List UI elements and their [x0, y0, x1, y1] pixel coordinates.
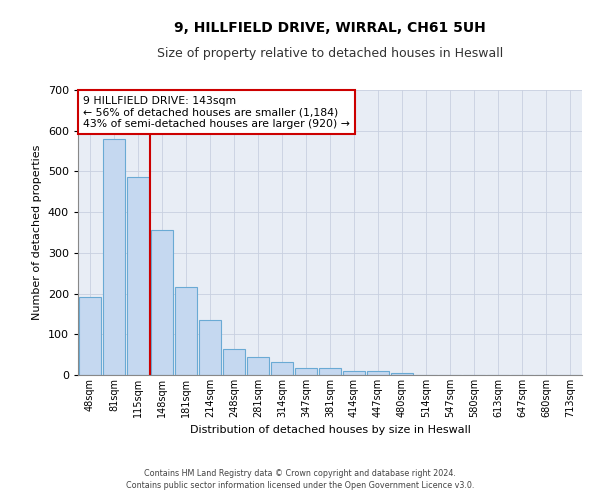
Bar [343, 372, 365, 375]
Bar [319, 368, 341, 375]
X-axis label: Distribution of detached houses by size in Heswall: Distribution of detached houses by size … [190, 426, 470, 436]
Bar [223, 350, 245, 375]
Bar [175, 288, 197, 375]
Text: Size of property relative to detached houses in Heswall: Size of property relative to detached ho… [157, 47, 503, 60]
Bar [391, 373, 413, 375]
Bar [79, 297, 101, 375]
Bar [103, 139, 125, 375]
Bar [247, 357, 269, 375]
Bar [295, 368, 317, 375]
Bar [271, 362, 293, 375]
Bar [199, 320, 221, 375]
Bar [151, 230, 173, 375]
Text: 9, HILLFIELD DRIVE, WIRRAL, CH61 5UH: 9, HILLFIELD DRIVE, WIRRAL, CH61 5UH [174, 21, 486, 35]
Bar [367, 371, 389, 375]
Text: 9 HILLFIELD DRIVE: 143sqm
← 56% of detached houses are smaller (1,184)
43% of se: 9 HILLFIELD DRIVE: 143sqm ← 56% of detac… [83, 96, 350, 129]
Text: Contains HM Land Registry data © Crown copyright and database right 2024.
Contai: Contains HM Land Registry data © Crown c… [126, 468, 474, 490]
Y-axis label: Number of detached properties: Number of detached properties [32, 145, 42, 320]
Bar [127, 176, 149, 375]
